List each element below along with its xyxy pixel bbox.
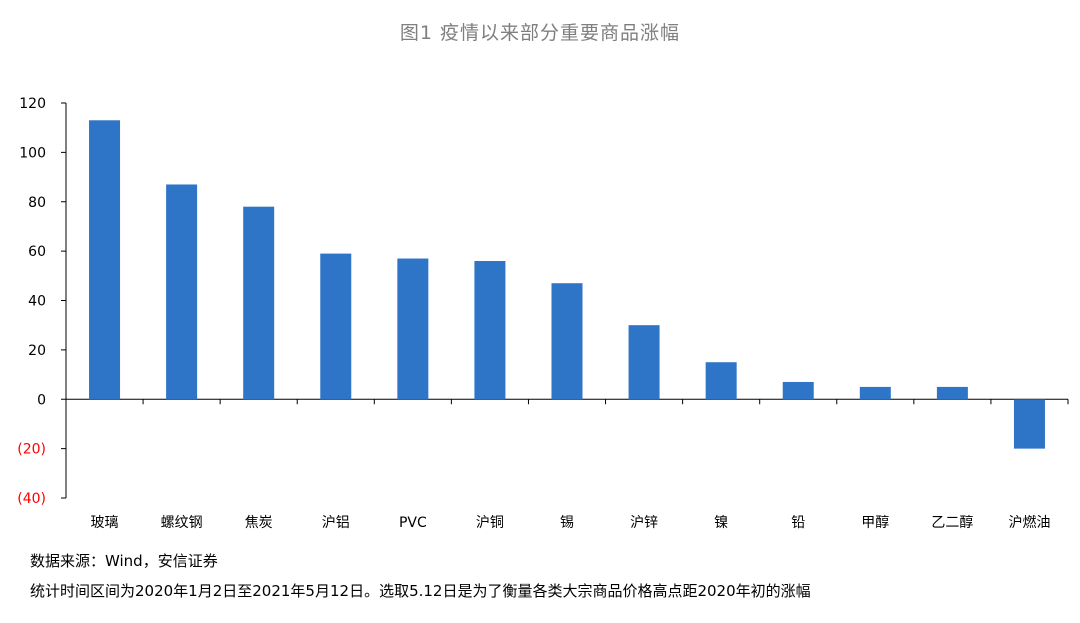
bar — [320, 253, 352, 400]
chart-title: 图1 疫情以来部分重要商品涨幅 — [399, 22, 681, 44]
bar — [551, 283, 583, 400]
y-tick-label: (40) — [17, 491, 46, 507]
category-label: 乙二醇 — [931, 514, 973, 531]
category-label: 螺纹钢 — [161, 515, 203, 531]
y-tick-label: 20 — [28, 343, 46, 359]
category-label: 沪铝 — [322, 515, 350, 531]
y-tick-label: 60 — [28, 244, 46, 260]
category-label: 锡 — [560, 515, 574, 531]
bar — [243, 206, 275, 400]
bar — [166, 184, 198, 400]
y-tick-label: 100 — [19, 145, 46, 161]
bar — [1013, 399, 1045, 449]
category-label: 沪铜 — [476, 515, 504, 531]
y-tick-label: 120 — [19, 96, 46, 112]
y-tick-label: (20) — [17, 442, 46, 458]
bar — [782, 381, 814, 400]
bar — [474, 261, 506, 400]
y-tick-label: 80 — [28, 195, 46, 211]
category-label: 焦炭 — [245, 515, 273, 531]
category-label: 玻璃 — [91, 514, 119, 531]
bar — [89, 120, 121, 400]
bar — [628, 325, 660, 400]
category-label: 铅 — [791, 515, 805, 531]
bar — [397, 258, 429, 400]
category-label: 沪锌 — [630, 515, 658, 531]
period-note: 统计时间区间为2020年1月2日至2021年5月12日。选取5.12日是为了衡量… — [30, 582, 811, 600]
category-label: 沪燃油 — [1008, 514, 1050, 531]
bar — [936, 386, 968, 400]
category-label: 镍 — [714, 515, 728, 531]
data-source-note: 数据来源：Wind，安信证券 — [30, 552, 218, 570]
bar — [859, 386, 891, 400]
y-tick-label: 40 — [28, 294, 46, 310]
y-tick-label: 0 — [37, 392, 46, 408]
bar — [705, 362, 737, 400]
category-label: 甲醇 — [861, 514, 889, 531]
bar-chart: 120 100 80 60 40 20 0 (20) (40) 玻璃 螺纹钢 焦炭 沪铝 PVC 沪铜 锡 沪锌… — [17, 96, 1069, 531]
category-label: PVC — [399, 515, 427, 531]
